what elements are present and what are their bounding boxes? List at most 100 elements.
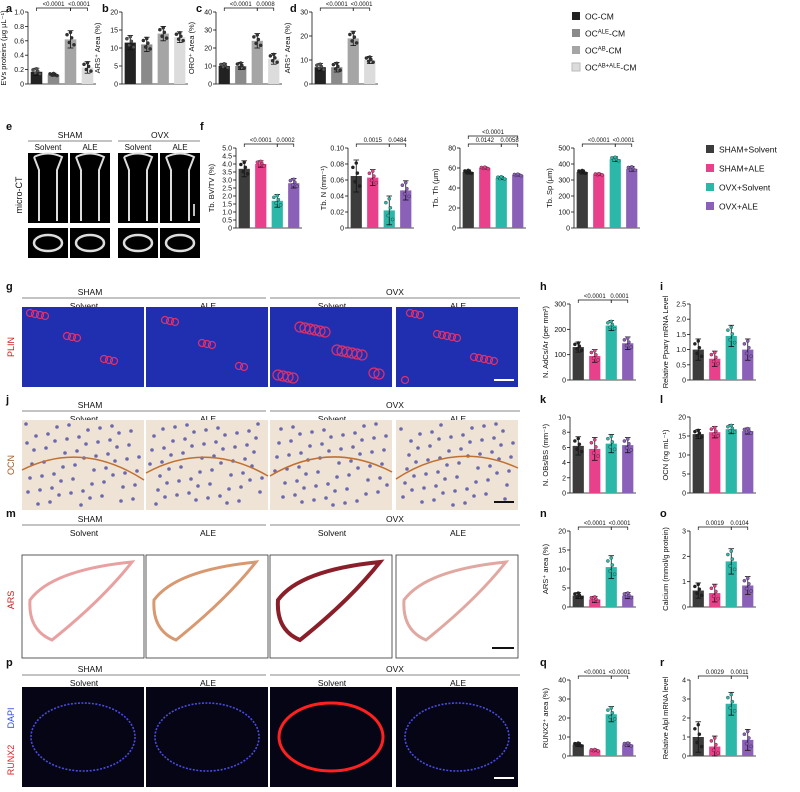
data-point [609,319,614,324]
y-tick-label: 0.10 [330,146,344,153]
significance-bracket [256,7,275,11]
y-axis-label: ARS⁺ area (%) [541,543,550,594]
y-axis-label: Calcium (mmol/g protein) [661,527,670,611]
cell-nucleus [312,498,316,502]
data-point [51,71,56,76]
cell-nucleus [329,435,333,439]
panel-letter-o: o [660,508,667,520]
adipocyte [160,315,170,325]
data-point [593,747,597,752]
cell-nucleus [179,465,183,469]
y-tick-label: 3.0 [222,178,232,185]
data-point [577,344,582,348]
cell-nucleus [300,500,304,504]
cell-nucleus [463,501,467,505]
cell-nucleus [385,483,389,487]
legend-swatch [572,46,580,54]
histology-row-ocn: SHAM OVX Solvent ALE Solvent ALE OCN [6,400,520,510]
y-tick-label: 100 [554,352,566,359]
bar-f1-2 [271,200,283,228]
data-point [711,594,716,599]
cell-nucleus [335,475,339,479]
y-tick-label: 3.5 [222,170,232,177]
chart-d: 0 10 20 30 ARS⁺ Area (%) <0.0001 <0.0001 [283,2,378,89]
cell-nucleus [137,455,141,459]
micrograph [22,307,144,387]
cell-nucleus [451,503,455,507]
bar-f1-3 [288,183,300,228]
p-value-label: <0.0001 [584,294,607,300]
panel-letter-r: r [660,657,665,669]
data-point [577,442,582,446]
data-point [606,321,610,325]
data-point [85,61,90,65]
cell-nucleus [482,424,486,428]
data-point [576,741,581,745]
cell-nucleus [474,480,478,484]
data-point [89,69,93,73]
data-point [626,741,630,745]
cell-nucleus [283,481,287,485]
cell-nucleus [333,489,337,493]
data-point [726,695,730,700]
p-value-label: <0.0001 [351,2,374,8]
data-point [693,429,697,434]
data-point [627,442,631,446]
data-point [179,34,183,38]
data-point [407,194,411,199]
bar-l-3 [742,431,754,493]
bar-a-3 [81,67,94,84]
ovx-header: OVX [386,664,404,674]
y-tick-label: 0.4 [14,53,24,60]
adipocyte [351,348,363,360]
bar-q-0 [572,744,584,756]
cell-nucleus [208,482,212,486]
cell-nucleus [468,440,472,444]
y-tick-label: 0 [682,754,686,761]
cell-nucleus [472,494,476,498]
cell-nucleus [432,498,436,502]
bar-b-0 [124,42,136,84]
cell-nucleus [194,498,198,502]
y-tick-label: 0.2 [14,67,24,74]
legend-swatch [571,62,581,72]
cell-nucleus [420,500,424,504]
data-point [242,160,246,165]
data-point [469,171,474,176]
cell-nucleus [441,491,445,495]
histology-row-runx: SHAM OVX Solvent ALE Solvent ALE RUNX2 DAPI [6,664,520,787]
bone-outline [75,152,106,221]
adipocyte [432,329,442,339]
data-point [128,35,132,39]
panel-letter-i: i [660,281,663,293]
y-tick-label: 0 [304,82,308,89]
bar-i-2 [725,335,737,380]
cell-nucleus [206,496,210,500]
data-point [254,41,258,46]
bar-a-2 [64,39,77,84]
data-point [732,567,737,572]
data-point [744,586,749,591]
cell-nucleus [461,433,465,437]
cell-nucleus [192,430,196,434]
legend-label: OC-CM [585,12,614,22]
cell-nucleus [324,496,328,500]
cell-nucleus [384,434,388,438]
significance-bracket [577,299,612,303]
data-point [693,727,697,731]
treatment-label: Solvent [35,143,62,152]
data-point [749,354,753,359]
adipocyte [30,309,40,319]
significance-bracket [577,526,612,530]
cell-nucleus [341,433,345,437]
cell-nucleus [320,442,324,446]
cell-nucleus [428,444,432,448]
cell-nucleus [316,470,320,474]
y-tick-label: 1 [682,735,686,742]
y-tick-label: 5 [562,586,566,593]
data-point [589,441,594,445]
p-value-label: 0.0019 [706,521,725,527]
cell-nucleus [171,439,175,443]
bar-h-0 [572,347,584,380]
data-point [629,448,633,452]
